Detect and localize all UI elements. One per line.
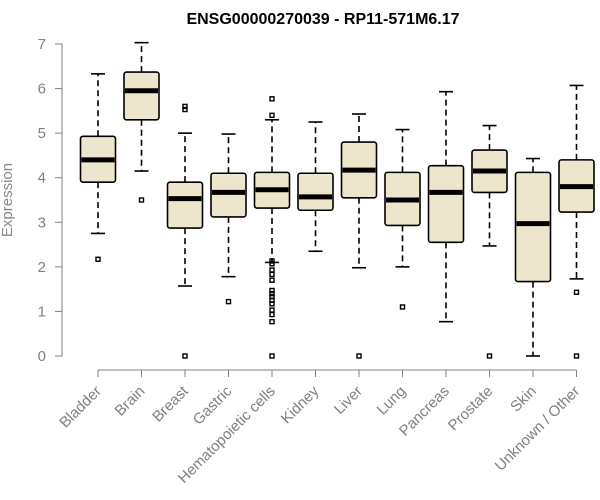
y-tick-label: 2	[38, 259, 46, 276]
x-tick-label: Liver	[331, 383, 366, 418]
x-tick-label: Skin	[507, 383, 540, 416]
x-tick-label: Lung	[374, 383, 410, 419]
iqr-box	[123, 71, 160, 121]
outlier-point	[269, 267, 275, 273]
iqr-box	[514, 171, 552, 283]
iqr-box	[166, 181, 204, 229]
x-tick-label: Prostate	[445, 383, 497, 435]
outlier-point	[356, 353, 362, 359]
y-axis: 0 1 2 3 4 5 6 7	[38, 36, 63, 365]
outlier-point	[95, 256, 101, 262]
outlier-point	[269, 277, 275, 283]
outlier-point	[182, 103, 188, 110]
y-tick-label: 5	[38, 125, 46, 142]
outlier-point	[269, 287, 275, 294]
x-tick-label: Brain	[112, 383, 149, 420]
outlier-point	[182, 106, 188, 113]
x-tick-label: Breast	[149, 382, 192, 425]
box-group	[79, 73, 117, 262]
box-group	[384, 128, 421, 310]
outlier-point	[269, 271, 275, 278]
y-tick-label: 3	[38, 214, 46, 231]
outlier-point	[182, 353, 188, 359]
outlier-point	[573, 289, 580, 295]
outlier-point	[269, 96, 275, 102]
chart-title: ENSG00000270039 - RP11-571M6.17	[186, 11, 459, 28]
y-tick-label: 7	[38, 36, 46, 53]
iqr-box	[297, 172, 334, 212]
box-group	[471, 124, 508, 359]
box-group	[427, 90, 465, 323]
box-group	[210, 133, 247, 305]
box-group	[123, 41, 160, 203]
iqr-box	[427, 164, 465, 244]
box-group	[166, 103, 204, 359]
y-tick-label: 1	[38, 303, 46, 320]
y-tick-label: 4	[38, 170, 46, 187]
outlier-point	[486, 353, 493, 359]
outlier-point	[399, 304, 406, 310]
y-tick-label: 0	[38, 348, 46, 365]
box-group	[340, 113, 378, 359]
y-tick-label: 6	[38, 81, 46, 98]
box-group	[253, 96, 291, 359]
outlier-point	[269, 112, 275, 119]
outlier-point	[269, 353, 275, 359]
x-tick-label: Bladder	[56, 383, 105, 432]
outlier-point	[138, 197, 145, 203]
outlier-point	[269, 290, 275, 297]
outlier-point	[225, 298, 232, 305]
outlier-point	[269, 307, 275, 313]
plot-area	[79, 41, 595, 359]
outlier-point	[269, 318, 275, 325]
outlier-point	[573, 353, 580, 359]
outlier-point	[269, 301, 275, 307]
box-group	[558, 84, 595, 359]
outlier-point	[269, 311, 275, 318]
box-group	[514, 157, 552, 357]
iqr-box	[210, 172, 247, 218]
box-group	[297, 121, 334, 253]
outlier-point	[269, 261, 275, 267]
x-tick-label: Kidney	[278, 382, 323, 427]
y-axis-label: Expression	[0, 163, 16, 237]
